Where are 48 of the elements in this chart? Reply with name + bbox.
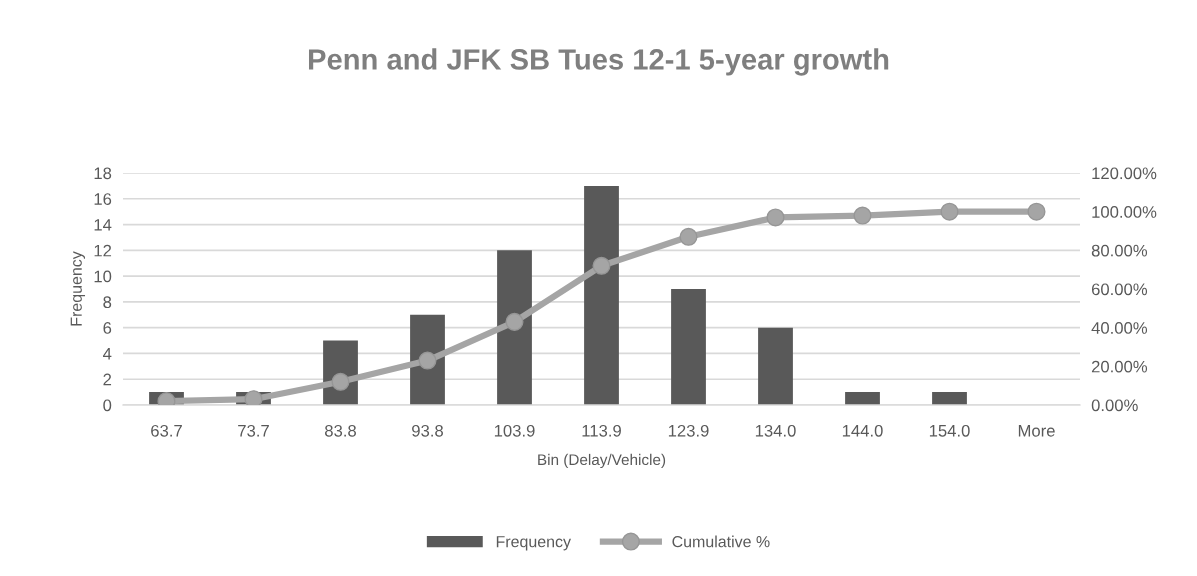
chart-title: Penn and JFK SB Tues 12-1 5-year growth xyxy=(309,48,889,76)
bar xyxy=(758,327,793,405)
bar xyxy=(497,250,532,405)
x-tick-label: 113.9 xyxy=(582,424,621,437)
y-tick-label: 6 xyxy=(103,322,112,334)
y-tick-label: 18 xyxy=(94,167,112,180)
y-tick-label: 8 xyxy=(103,296,112,309)
y2-tick-label: 40.00% xyxy=(1091,322,1148,334)
bar xyxy=(932,392,967,405)
point xyxy=(244,390,263,405)
y2-tick-label: 100.00% xyxy=(1092,206,1157,218)
y2-tick-label: 60.00% xyxy=(1091,283,1148,296)
y-tick-label: 16 xyxy=(94,193,112,205)
x-tick-label: 103.9 xyxy=(494,424,535,437)
point xyxy=(679,227,698,246)
x-tick-label: 83.8 xyxy=(325,424,356,437)
y2-tick-label: 0.00% xyxy=(1091,399,1138,412)
y2-tick-label: 120.00% xyxy=(1092,167,1157,180)
x-tick-label: More xyxy=(1018,425,1055,437)
x-tick-label: 123.9 xyxy=(668,424,709,437)
y2-tick-label: 20.00% xyxy=(1091,360,1148,373)
point xyxy=(418,351,437,370)
point xyxy=(766,208,785,227)
y-tick-label: 4 xyxy=(103,348,112,360)
x-tick-label: 154.0 xyxy=(929,424,970,437)
point xyxy=(505,312,524,331)
y-tick-label: 12 xyxy=(94,244,112,257)
y-axis-title: Frequency xyxy=(70,251,86,326)
point xyxy=(1027,202,1046,221)
bar xyxy=(671,289,706,405)
point xyxy=(853,206,872,225)
x-tick-label: 73.7 xyxy=(238,424,269,437)
legend-label: Frequency xyxy=(496,536,571,551)
x-tick-label: 93.8 xyxy=(412,424,443,437)
x-axis-title: Bin (Delay/Vehicle) xyxy=(538,453,666,469)
y-tick-label: 10 xyxy=(94,270,112,283)
y-tick-label: 0 xyxy=(103,399,112,412)
legend-label: Cumulative % xyxy=(672,535,770,548)
x-tick-label: 63.7 xyxy=(151,424,182,437)
point xyxy=(940,202,959,221)
bar xyxy=(845,392,880,405)
bar xyxy=(584,185,619,405)
y2-tick-label: 80.00% xyxy=(1091,244,1148,257)
y-tick-label: 14 xyxy=(94,219,112,231)
x-tick-label: 144.0 xyxy=(842,424,883,437)
point xyxy=(592,256,611,275)
x-tick-label: 134.0 xyxy=(755,424,796,437)
y-tick-label: 2 xyxy=(103,373,112,386)
